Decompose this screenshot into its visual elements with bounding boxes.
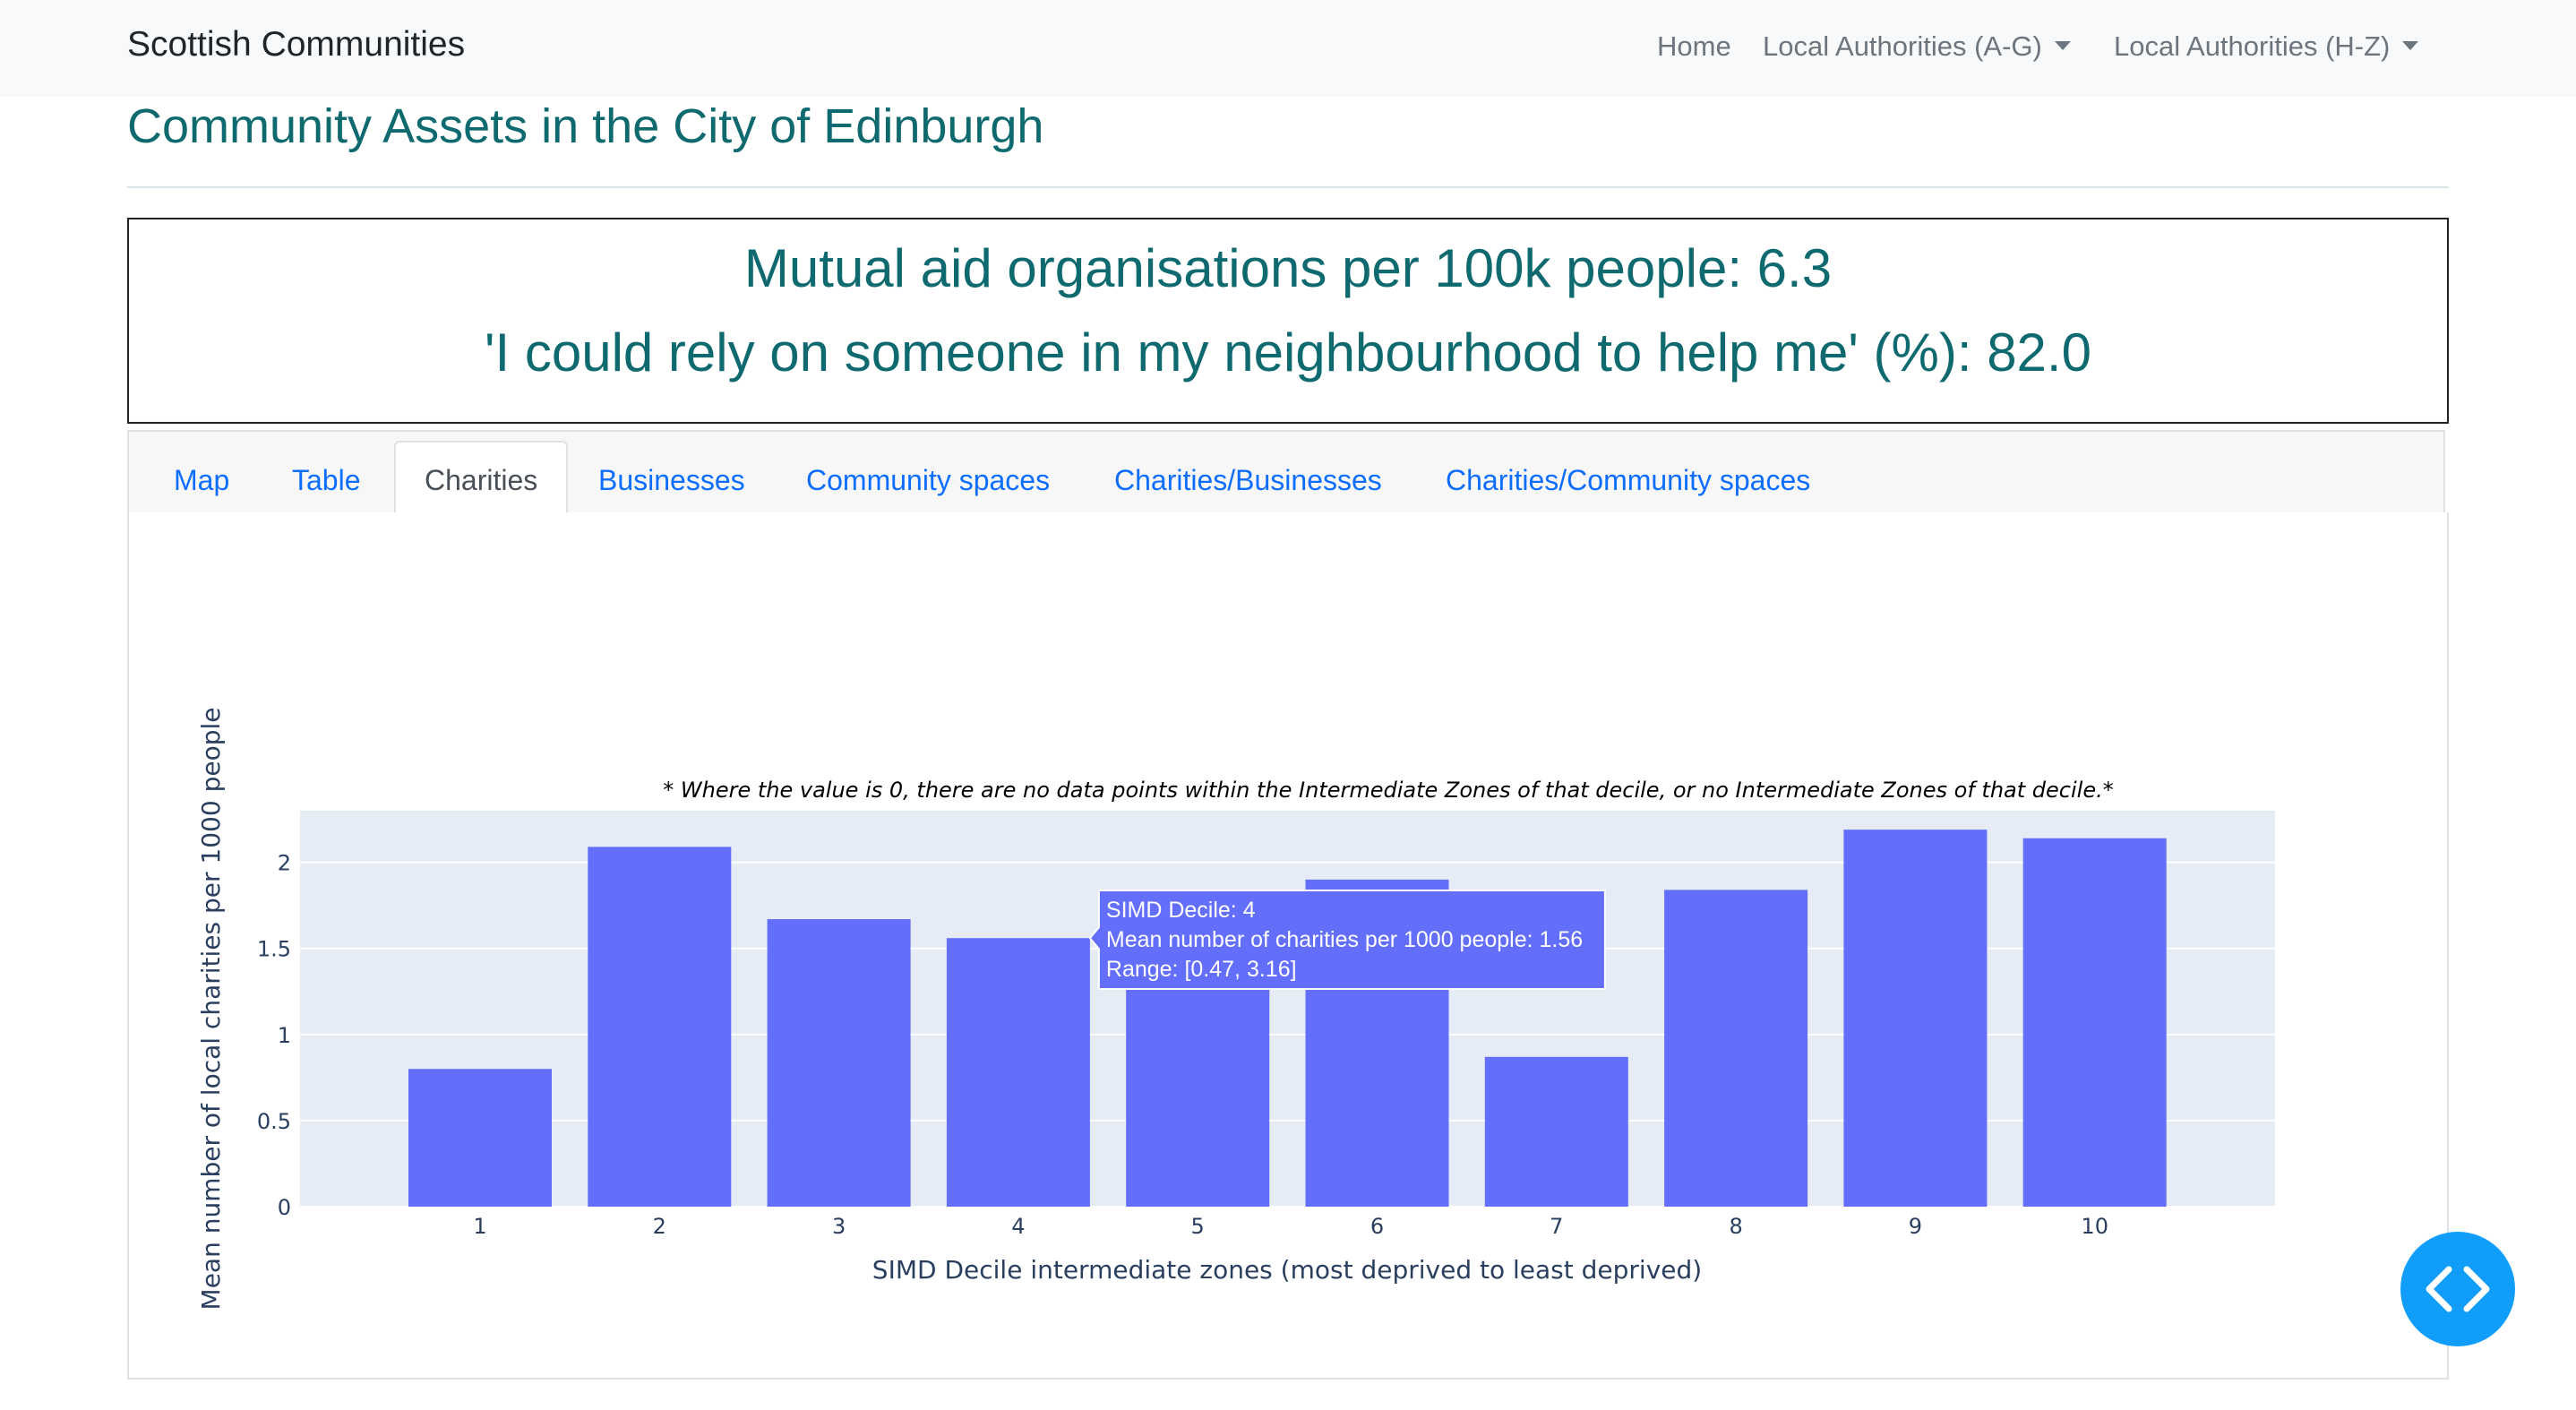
x-tick-label: 1: [473, 1214, 486, 1239]
x-tick-label: 3: [832, 1214, 846, 1239]
stat-mutual-aid: Mutual aid organisations per 100k people…: [743, 238, 1833, 298]
tooltip-line: SIMD Decile: 4: [1106, 898, 1256, 923]
x-tick-label: 2: [653, 1214, 666, 1239]
caret-down-icon: [2054, 41, 2071, 50]
bar[interactable]: [1664, 890, 1808, 1207]
y-axis-label: Mean number of local charities per 1000 …: [196, 708, 226, 1311]
nav-dropdown-label: Local Authorities (H-Z): [2114, 30, 2391, 62]
x-tick-label: 10: [2081, 1214, 2108, 1239]
tab-map[interactable]: Map: [174, 464, 230, 496]
y-tick-label: 1.5: [257, 937, 291, 962]
x-tick-label: 9: [1909, 1214, 1922, 1239]
chart-title: * Where the value is 0, there are no dat…: [663, 778, 2113, 803]
x-tick-label: 7: [1550, 1214, 1563, 1239]
caret-down-icon: [2402, 41, 2419, 50]
tab-community-spaces[interactable]: Community spaces: [806, 464, 1051, 496]
nav-dropdown-local-authorities-a-g[interactable]: Local Authorities (A-G): [1763, 30, 2071, 63]
x-tick-label: 8: [1729, 1214, 1742, 1239]
y-tick-label: 2: [278, 851, 291, 876]
bar[interactable]: [767, 919, 911, 1207]
tab-charities-businesses[interactable]: Charities/Businesses: [1114, 464, 1382, 496]
x-axis-label: SIMD Decile intermediate zones (most dep…: [872, 1255, 1702, 1285]
nav-link-home[interactable]: Home: [1657, 30, 1731, 62]
x-tick-label: 6: [1370, 1214, 1384, 1239]
bar[interactable]: [946, 938, 1090, 1207]
y-tick-label: 0: [278, 1195, 291, 1220]
tab-businesses[interactable]: Businesses: [598, 464, 745, 496]
bar[interactable]: [1843, 830, 1988, 1207]
tooltip-line: Mean number of charities per 1000 people…: [1106, 927, 1583, 952]
stat-neighbourhood-help: 'I could rely on someone in my neighbour…: [485, 322, 2091, 383]
y-tick-label: 0.5: [257, 1109, 291, 1134]
hover-tooltip: SIMD Decile: 4 Mean number of charities …: [1088, 890, 1606, 990]
title-divider: [127, 186, 2449, 188]
y-tick-label: 1: [278, 1023, 291, 1048]
tab-charities[interactable]: Charities: [394, 441, 569, 516]
tab-charities-community-spaces[interactable]: Charities/Community spaces: [1446, 464, 1811, 496]
page-title: Community Assets in the City of Edinburg…: [127, 99, 1044, 153]
code-toggle-button[interactable]: [2400, 1232, 2515, 1346]
nav-dropdown-local-authorities-h-z[interactable]: Local Authorities (H-Z): [2114, 30, 2419, 63]
bar[interactable]: [1484, 1056, 1628, 1207]
bar[interactable]: [2022, 838, 2167, 1207]
nav-dropdown-label: Local Authorities (A-G): [1763, 30, 2042, 62]
bar[interactable]: [1126, 957, 1270, 1207]
tab-bar: Map Table Charities Businesses Community…: [127, 430, 2445, 516]
tab-table[interactable]: Table: [292, 464, 361, 496]
bar[interactable]: [408, 1069, 552, 1207]
code-icon: [2426, 1266, 2490, 1312]
x-tick-label: 4: [1011, 1214, 1025, 1239]
navbar-brand[interactable]: Scottish Communities: [127, 25, 466, 64]
bar[interactable]: [588, 847, 732, 1207]
stats-box: Mutual aid organisations per 100k people…: [127, 218, 2449, 424]
x-tick-label: 5: [1191, 1214, 1205, 1239]
navbar: Scottish Communities Home Local Authorit…: [0, 0, 2576, 97]
tooltip-line: Range: [0.47, 3.16]: [1106, 957, 1297, 982]
